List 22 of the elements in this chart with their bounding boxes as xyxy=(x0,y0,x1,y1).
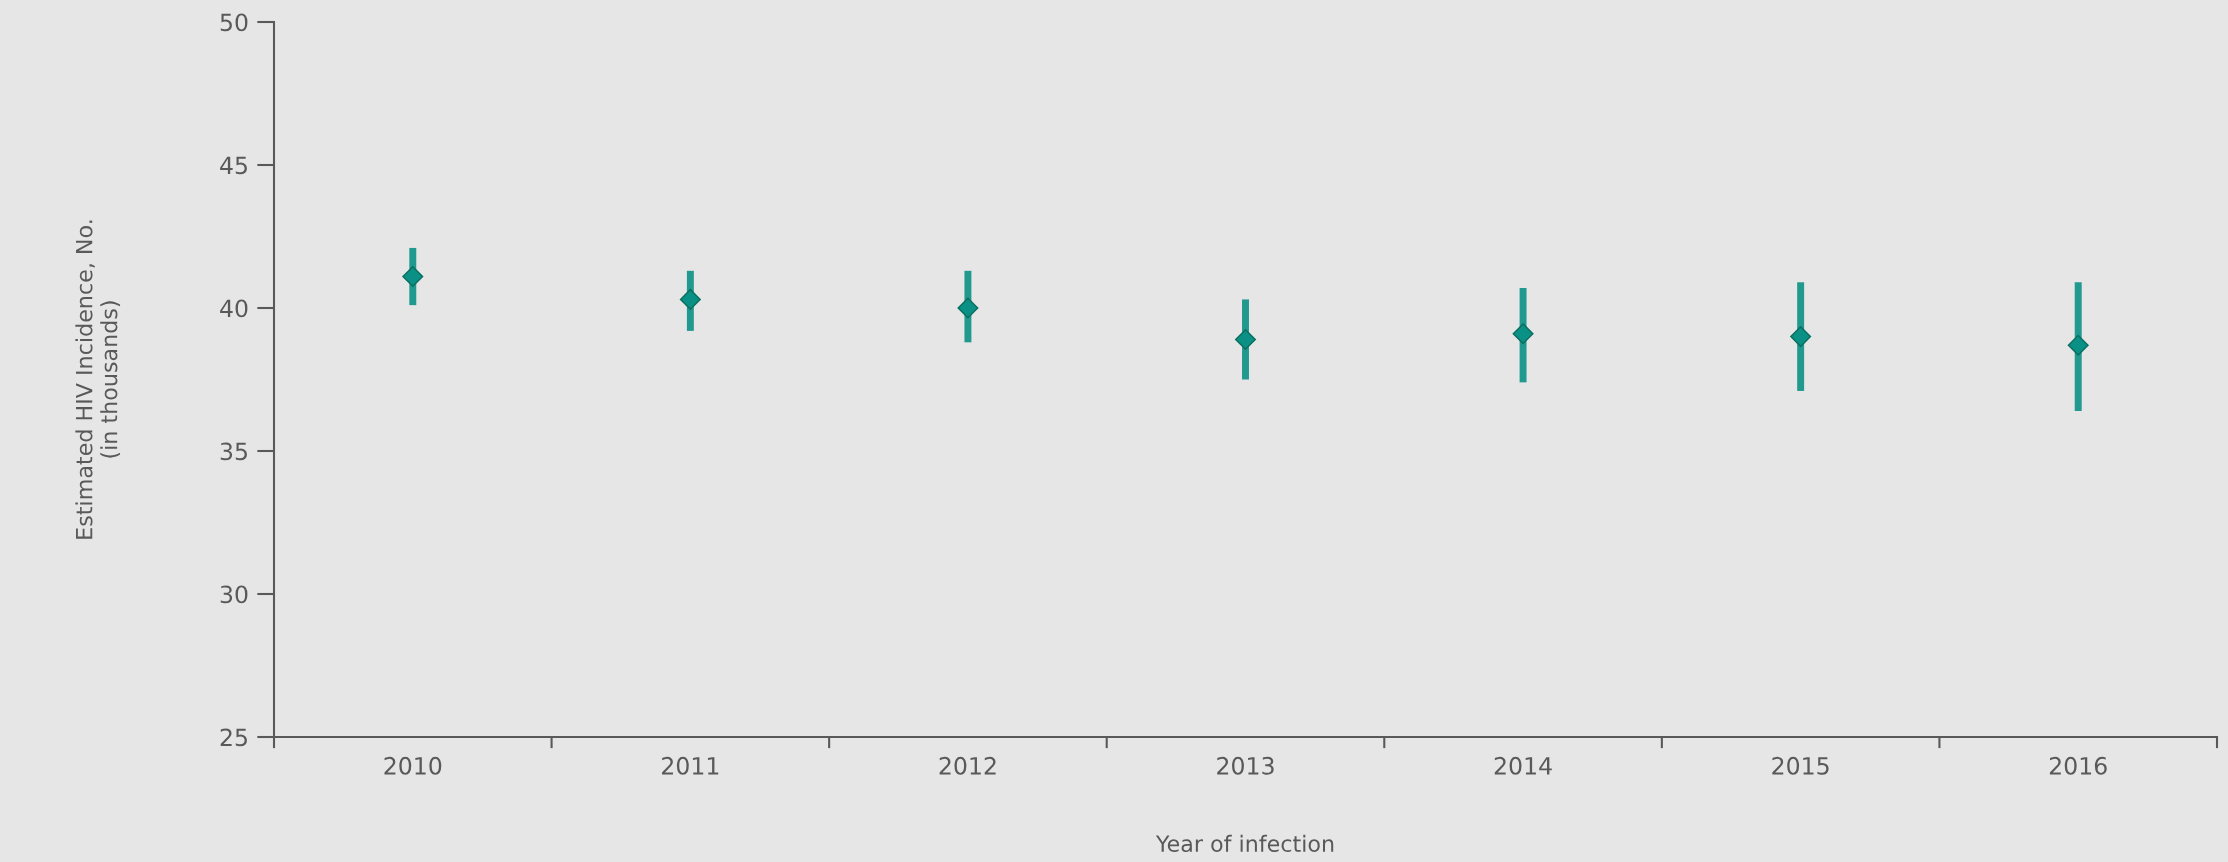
y-tick-label: 30 xyxy=(220,585,248,604)
x-tick-label: 2013 xyxy=(1217,756,1274,775)
x-tick-label: 2011 xyxy=(662,756,719,775)
y-tick-label: 40 xyxy=(220,299,248,318)
point xyxy=(1512,323,1534,345)
x-tick-label: 2016 xyxy=(2049,756,2107,775)
y-tick-label: 35 xyxy=(220,442,247,461)
x-tick-label: 2014 xyxy=(1494,756,1552,775)
point xyxy=(1790,326,1812,348)
x-tick-label: 2015 xyxy=(1772,756,1829,775)
x-axis-title: Year of infection xyxy=(1155,834,1334,853)
point xyxy=(679,288,701,310)
point xyxy=(2067,334,2089,356)
point xyxy=(957,297,979,319)
y-tick-label: 25 xyxy=(220,728,247,747)
point xyxy=(1234,328,1257,350)
y-tick-label: 45 xyxy=(220,156,247,175)
y-tick-label: 50 xyxy=(220,13,248,32)
x-tick-label: 2010 xyxy=(384,756,442,775)
x-tick-label: 2012 xyxy=(939,756,996,775)
point xyxy=(402,266,424,288)
y-axis-title: Estimated HIV Incidence, No. (in thousands) xyxy=(75,220,121,539)
